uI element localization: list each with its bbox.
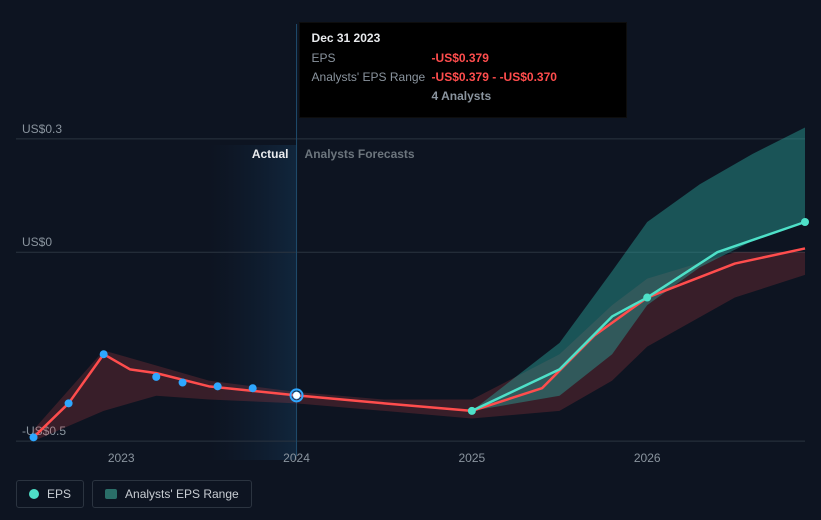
tooltip-range-value: -US$0.379 - -US$0.370	[432, 68, 557, 87]
svg-text:US$0.3: US$0.3	[22, 122, 62, 136]
legend-label: EPS	[47, 487, 71, 501]
legend-label: Analysts' EPS Range	[125, 487, 239, 501]
legend-area-icon	[105, 489, 117, 499]
svg-text:Analysts Forecasts: Analysts Forecasts	[305, 147, 415, 161]
svg-text:US$0: US$0	[22, 235, 52, 249]
tooltip-range-label: Analysts' EPS Range	[312, 68, 432, 87]
svg-text:2025: 2025	[459, 451, 486, 465]
legend-item-eps[interactable]: EPS	[16, 480, 84, 508]
legend-item-eps-range[interactable]: Analysts' EPS Range	[92, 480, 252, 508]
tooltip-analyst-count: 4 Analysts	[432, 87, 492, 106]
chart-tooltip: Dec 31 2023 EPS -US$0.379 Analysts' EPS …	[299, 22, 627, 118]
svg-text:Actual: Actual	[252, 147, 289, 161]
tooltip-eps-label: EPS	[312, 49, 432, 68]
tooltip-eps-value: -US$0.379	[432, 49, 489, 68]
tooltip-date: Dec 31 2023	[312, 31, 614, 45]
chart-legend: EPS Analysts' EPS Range	[16, 480, 252, 508]
svg-text:2023: 2023	[108, 451, 135, 465]
svg-text:2026: 2026	[634, 451, 661, 465]
svg-text:2024: 2024	[283, 451, 310, 465]
legend-dot-icon	[29, 489, 39, 499]
